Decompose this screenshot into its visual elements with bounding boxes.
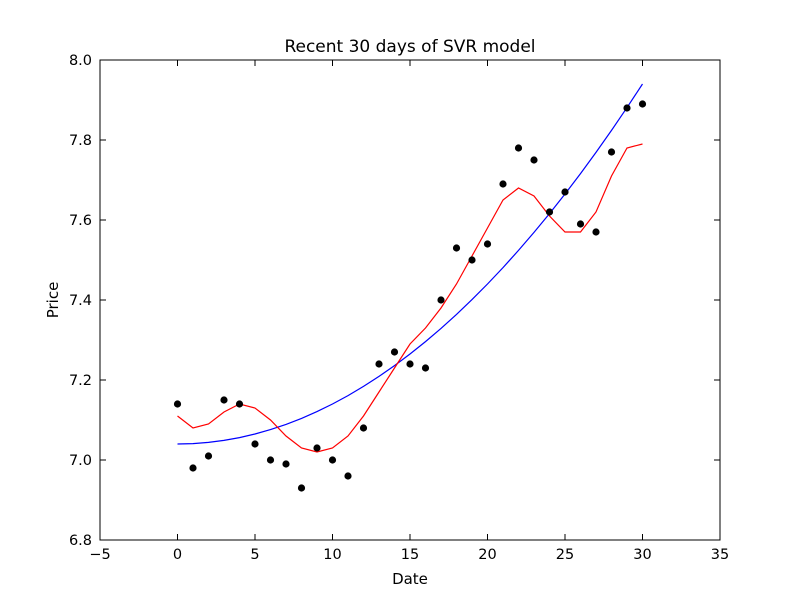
data-point xyxy=(592,228,600,236)
data-point xyxy=(297,484,306,492)
data-point xyxy=(375,360,383,368)
data-point xyxy=(266,456,275,464)
data-point xyxy=(437,296,445,304)
x-tick-label: −5 xyxy=(89,547,110,563)
data-point xyxy=(235,400,244,408)
data-point xyxy=(545,208,554,216)
data-point xyxy=(483,240,492,248)
data-point xyxy=(607,148,616,156)
data-point xyxy=(406,360,414,368)
data-point xyxy=(561,188,569,196)
data-point xyxy=(251,440,259,448)
y-tick-label: 6.8 xyxy=(69,533,92,549)
data-point xyxy=(173,400,182,408)
y-tick-label: 7.2 xyxy=(69,373,92,389)
data-point xyxy=(220,396,228,404)
y-tick-label: 7.0 xyxy=(69,453,92,469)
data-point xyxy=(359,424,368,432)
x-tick-label: 10 xyxy=(323,547,341,563)
x-tick-label: 30 xyxy=(633,547,651,563)
data-point xyxy=(204,452,213,460)
data-point xyxy=(390,348,399,356)
data-point xyxy=(623,104,631,112)
x-tick-label: 35 xyxy=(711,547,729,563)
data-point xyxy=(514,144,523,152)
data-point xyxy=(344,472,352,480)
x-tick-label: 25 xyxy=(556,547,574,563)
data-point xyxy=(452,244,461,252)
y-tick-label: 7.4 xyxy=(69,293,92,309)
y-axis-label: Price xyxy=(44,282,62,319)
x-tick-label: 0 xyxy=(173,547,182,563)
data-point xyxy=(576,220,585,228)
plot-area: −5 0 5 10 15 20 25 30 35 6.8 7.0 7.2 7.4 7.6 7.8 8.0 xyxy=(69,53,729,563)
data-point xyxy=(313,444,321,452)
x-tick-label: 15 xyxy=(401,547,419,563)
x-tick-label: 5 xyxy=(250,547,259,563)
data-point xyxy=(468,256,476,264)
y-tick-label: 8.0 xyxy=(69,53,92,69)
data-point xyxy=(499,180,507,188)
chart-title: Recent 30 days of SVR model xyxy=(284,37,535,57)
x-axis-label: Date xyxy=(392,570,428,588)
data-point xyxy=(189,464,197,472)
y-tick-label: 7.6 xyxy=(69,213,92,229)
data-point xyxy=(421,364,430,372)
x-tick-label: 20 xyxy=(478,547,496,563)
y-tick-label: 7.8 xyxy=(69,133,92,149)
fit-line-red xyxy=(177,143,643,453)
data-point xyxy=(328,456,337,464)
data-point xyxy=(282,460,290,468)
data-point xyxy=(530,156,538,164)
data-point xyxy=(638,100,647,108)
